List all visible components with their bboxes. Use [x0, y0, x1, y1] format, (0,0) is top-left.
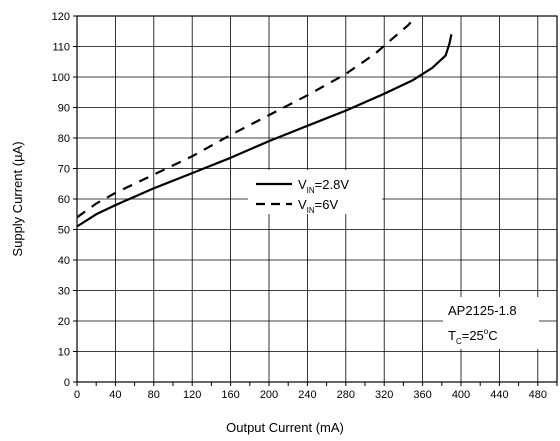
x-axis-title: Output Current (mA): [226, 420, 344, 435]
x-tick-label: 120: [183, 389, 201, 401]
x-tick-label: 240: [298, 389, 316, 401]
annotation-box: [443, 297, 539, 349]
x-tick-label: 440: [490, 389, 508, 401]
annotation-device: AP2125-1.8: [448, 303, 517, 318]
annotation-temperature: TC=25oC: [448, 327, 498, 346]
plot-frame: [76, 15, 558, 383]
y-tick-label: 60: [58, 194, 70, 206]
y-tick-label: 20: [58, 316, 70, 328]
x-tick-label: 280: [337, 389, 355, 401]
y-tick-label: 40: [58, 255, 70, 267]
legend: VIN=2.8V VIN=6V: [248, 170, 382, 215]
y-tick-label: 110: [52, 42, 70, 54]
x-tick-label: 40: [109, 389, 121, 401]
x-tick-labels: 0 40 80 120 160 200 240 280 320 360 400 440 480: [74, 389, 547, 401]
y-tick-label: 80: [58, 133, 70, 145]
legend-label-vin-2p8: VIN=2.8V: [298, 177, 349, 195]
series-layer: [76, 16, 453, 228]
legend-box: [248, 170, 382, 214]
y-tick-label: 90: [58, 103, 70, 115]
legend-label-vin-6: VIN=6V: [298, 197, 338, 215]
x-tick-label: 0: [74, 389, 80, 401]
x-tick-label: 200: [260, 389, 278, 401]
y-axis-title: Supply Current (µA): [10, 141, 25, 256]
x-tick-label: 360: [413, 389, 431, 401]
series-line-vin-6: [76, 16, 416, 219]
x-tick-label: 320: [375, 389, 393, 401]
y-tick-label: 50: [58, 225, 70, 237]
x-tick-label: 400: [452, 389, 470, 401]
device-annotation: AP2125-1.8 TC=25oC: [443, 297, 539, 349]
y-tick-label: 10: [58, 347, 70, 359]
y-tick-label: 100: [52, 72, 70, 84]
y-tick-label: 0: [64, 377, 70, 389]
series-line-vin-2p8: [76, 34, 453, 228]
x-tick-label: 80: [148, 389, 160, 401]
x-tick-label: 160: [221, 389, 239, 401]
y-tick-label: 70: [58, 164, 70, 176]
y-tick-labels: 0 10 20 30 40 50 60 70 80 90 100 110 120: [52, 11, 70, 389]
y-tick-label: 30: [58, 286, 70, 298]
x-tick-label: 480: [529, 389, 547, 401]
y-tick-label: 120: [52, 11, 70, 23]
